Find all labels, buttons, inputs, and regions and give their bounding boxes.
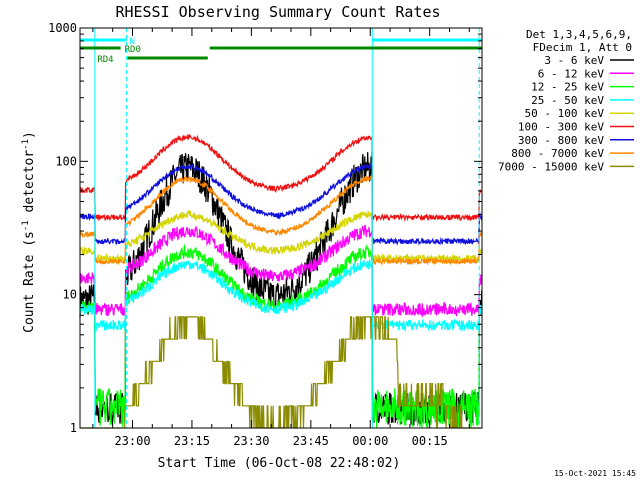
chart-title: RHESSI Observing Summary Count Rates (115, 3, 440, 21)
series-line-1 (79, 224, 483, 318)
timestamp: 15-Oct-2021 15:45 (554, 469, 636, 478)
flag-label-rd0: RD0 (125, 45, 141, 55)
series-line-5 (79, 133, 482, 222)
x-tick-label-1: 23:15 (174, 434, 210, 448)
legend-label-0: 3 - 6 keV (544, 54, 604, 67)
series-line-7 (79, 175, 483, 266)
plot-frame (79, 27, 483, 429)
y-axis-label-sup: -1 (21, 220, 31, 231)
legend-label-1: 6 - 12 keV (538, 67, 605, 80)
x-tick-label-0: 23:00 (114, 434, 150, 448)
flag-label-n: N (130, 37, 135, 47)
text-layer: RHESSI Observing Summary Count Rates Sta… (21, 3, 636, 478)
y-axis-label-end: ) (22, 131, 37, 139)
series-line-6 (79, 162, 483, 246)
y-axis-label-sup2: -1 (21, 139, 31, 150)
y-tick-label-1: 10 (63, 288, 77, 302)
y-tick-label-3: 1000 (48, 21, 77, 35)
legend-label-2: 12 - 25 keV (531, 81, 604, 94)
x-tick-label-4: 00:00 (352, 434, 388, 448)
legend-label-5: 100 - 300 keV (518, 121, 604, 134)
legend-label-6: 300 - 800 keV (518, 134, 604, 147)
series-line-8 (80, 316, 482, 429)
data-lines-layer (79, 133, 483, 429)
legend-header-line-2: FDecim 1, Att 0 (533, 41, 632, 54)
y-tick-label-2: 100 (55, 154, 77, 168)
y-tick-label-0: 1 (70, 421, 77, 435)
x-tick-label-3: 23:45 (293, 434, 329, 448)
flag-label-rd4: RD4 (97, 55, 113, 65)
y-axis-label-main: Count Rate (s (22, 231, 37, 333)
legend-header-line-1: Det 1,3,4,5,6,9, (526, 28, 632, 41)
y-axis-label: Count Rate (s-1 detector-1) (21, 131, 37, 333)
legend-label-7: 800 - 7000 keV (511, 147, 604, 160)
x-tick-label-2: 23:30 (233, 434, 269, 448)
y-axis-label-suffix: detector (22, 150, 37, 221)
x-tick-label-5: 00:15 (412, 434, 448, 448)
legend-label-8: 7000 - 15000 keV (498, 160, 604, 173)
series-line-3 (79, 259, 483, 332)
series-line-4 (79, 209, 483, 265)
x-axis-label: Start Time (06-Oct-08 22:48:02) (158, 456, 401, 471)
legend-label-4: 50 - 100 keV (525, 107, 605, 120)
legend-label-3: 25 - 50 keV (531, 94, 604, 107)
